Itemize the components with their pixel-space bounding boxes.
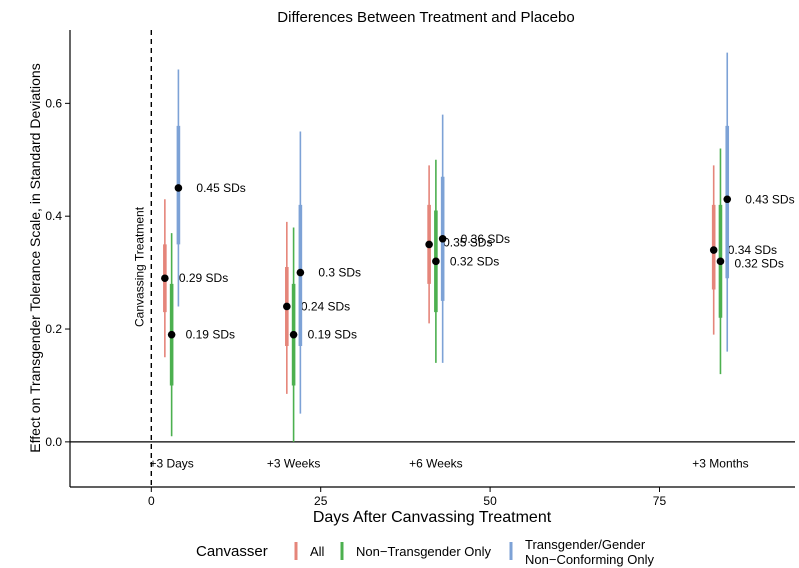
- legend-entry: Non−Conforming Only: [525, 552, 654, 567]
- point-estimate: [716, 257, 725, 266]
- point-label: 0.32 SDs: [734, 256, 783, 270]
- axes: 0.0 0.2 0.4 0.6 0 25 50 75: [45, 30, 795, 508]
- point-label: 0.43 SDs: [745, 192, 794, 206]
- canvassing-treatment-label: Canvassing Treatment: [132, 206, 146, 327]
- point-estimate: [161, 274, 169, 283]
- point-label: 0.35 SDs: [443, 235, 492, 249]
- y-tick-label: 0.6: [45, 96, 62, 110]
- legend-entry: All: [310, 544, 325, 559]
- point-label: 0.45 SDs: [196, 181, 245, 195]
- chart-marks: Canvassing Treatment +3 Days +3 Weeks +6 We…: [70, 30, 795, 487]
- y-axis-label: Effect on Transgender Tolerance Scale, i…: [27, 63, 43, 452]
- period-label: +6 Weeks: [409, 456, 462, 470]
- point-label: 0.34 SDs: [728, 243, 777, 257]
- point-estimate: [167, 330, 176, 339]
- point-label: 0.24 SDs: [301, 299, 350, 313]
- point-estimate: [432, 257, 440, 266]
- point-label: 0.3 SDs: [318, 266, 361, 280]
- x-tick-label: 25: [314, 494, 328, 508]
- x-tick-label: 50: [483, 494, 497, 508]
- x-tick-label: 75: [653, 494, 667, 508]
- point-estimate: [174, 184, 183, 192]
- chart-title: Differences Between Treatment and Placeb…: [277, 9, 574, 26]
- point-estimate: [438, 234, 447, 243]
- legend-entry: Transgender/Gender: [525, 537, 646, 552]
- point-estimate: [425, 240, 433, 249]
- legend-title: Canvasser: [196, 543, 268, 560]
- point-label: 0.36 SDs: [461, 232, 510, 246]
- x-tick-label: 0: [148, 494, 155, 508]
- point-estimate: [283, 302, 291, 311]
- point-estimate: [709, 246, 718, 254]
- x-axis-label: Days After Canvassing Treatment: [313, 509, 552, 526]
- point-estimate: [723, 195, 732, 204]
- y-tick-label: 0.4: [45, 209, 62, 223]
- period-label: +3 Weeks: [267, 456, 320, 470]
- legend-entry: Non−Transgender Only: [356, 544, 492, 559]
- point-estimate: [289, 330, 298, 339]
- y-tick-label: 0.2: [45, 322, 62, 336]
- point-label: 0.19 SDs: [308, 328, 357, 342]
- legend: Canvasser All Non−Transgender Only Transgen…: [196, 537, 654, 567]
- point-label: 0.32 SDs: [450, 254, 499, 268]
- y-tick-label: 0.0: [45, 435, 62, 449]
- point-estimate: [296, 268, 305, 277]
- period-label: +3 Months: [692, 456, 748, 470]
- point-label: 0.29 SDs: [179, 271, 228, 285]
- point-label: 0.19 SDs: [186, 328, 235, 342]
- period-label: +3 Days: [149, 456, 193, 470]
